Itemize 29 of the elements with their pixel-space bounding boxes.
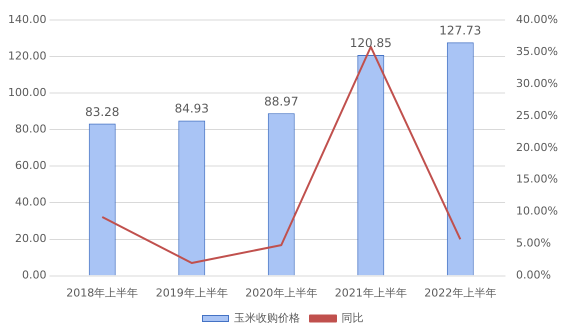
y2-tick-label: 20.00% bbox=[516, 140, 558, 154]
y-tick-label: 80.00 bbox=[14, 122, 46, 136]
data-label: 127.73 bbox=[439, 24, 482, 38]
legend-label: 玉米收购价格 bbox=[234, 311, 300, 324]
y2-tick-label: 30.00% bbox=[516, 76, 558, 90]
data-label: 84.93 bbox=[174, 102, 209, 116]
y-tick-label: 0.00 bbox=[22, 268, 46, 282]
legend-label: 同比 bbox=[342, 311, 364, 324]
y-tick-label: 140.00 bbox=[8, 12, 46, 26]
data-label: 120.85 bbox=[350, 36, 392, 50]
y2-tick-label: 35.00% bbox=[516, 44, 558, 58]
y-tick-label: 60.00 bbox=[14, 159, 46, 172]
x-tick-label: 2019年上半年 bbox=[156, 286, 228, 300]
y2-tick-label: 10.00% bbox=[516, 204, 558, 218]
data-label: 88.97 bbox=[264, 94, 298, 108]
y2-tick-label: 0.00% bbox=[516, 268, 552, 282]
x-tick-label: 2018年上半年 bbox=[66, 286, 138, 300]
data-label: 83.28 bbox=[85, 104, 120, 119]
y-tick-label: 40.00 bbox=[14, 196, 46, 209]
y2-tick-label: 40.00% bbox=[516, 12, 558, 26]
x-tick-label: 2020年上半年 bbox=[245, 286, 318, 300]
y-tick-label: 120.00 bbox=[8, 49, 46, 62]
x-tick-label: 2021年上半年 bbox=[334, 286, 407, 300]
y2-tick-label: 5.00% bbox=[516, 236, 552, 250]
x-tick-label: 2022年上半年 bbox=[424, 286, 496, 300]
y2-tick-label: 25.00% bbox=[516, 108, 558, 122]
y2-tick-label: 15.00% bbox=[516, 172, 558, 186]
y-tick-label: 100.00 bbox=[8, 86, 46, 99]
y-tick-label: 20.00 bbox=[14, 232, 46, 246]
